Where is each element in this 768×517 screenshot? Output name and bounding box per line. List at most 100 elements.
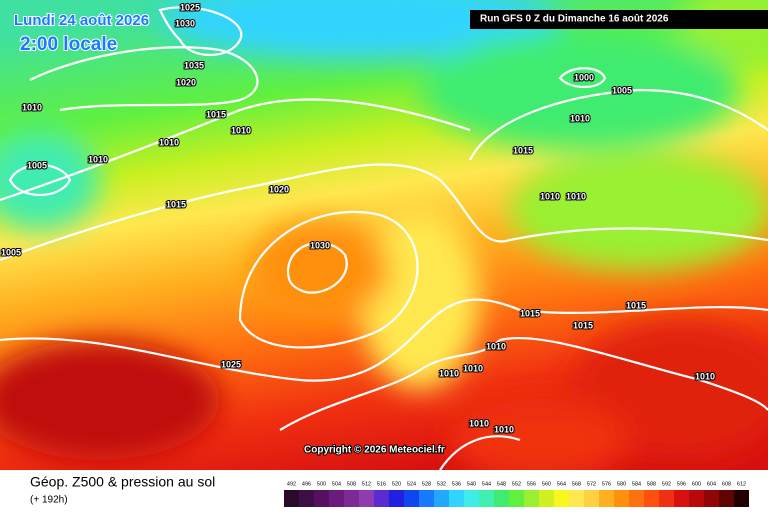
scale-label: 544	[482, 481, 491, 487]
isobar-label: 1010	[88, 154, 108, 164]
scale-swatch	[659, 490, 674, 507]
isobar-label: 1020	[176, 77, 196, 87]
scale-label: 536	[452, 481, 461, 487]
scale-swatch	[344, 490, 359, 507]
run-info: Run GFS 0 Z du Dimanche 16 août 2026	[480, 14, 669, 25]
scale-label: 612	[737, 481, 746, 487]
run-box	[470, 10, 768, 29]
scale-swatch	[734, 490, 749, 507]
scale-swatch	[524, 490, 539, 507]
scale-label: 548	[497, 481, 506, 487]
scale-label: 532	[437, 481, 446, 487]
isobar-label: 1010	[540, 191, 560, 201]
copyright: Copyright © 2026 Meteociel.fr	[304, 445, 445, 456]
isobar-label: 1010	[231, 125, 251, 135]
scale-label: 576	[602, 481, 611, 487]
scale-label: 512	[362, 481, 371, 487]
isobar-label: 1015	[626, 300, 646, 310]
scale-label: 596	[677, 481, 686, 487]
scale-swatch	[704, 490, 719, 507]
scale-swatch	[464, 490, 479, 507]
scale-swatch	[389, 490, 404, 507]
scale-swatch	[509, 490, 524, 507]
isobar-label: 1015	[573, 320, 593, 330]
footer-title: Géop. Z500 & pression au sol	[30, 474, 215, 490]
scale-swatch	[359, 490, 374, 507]
scale-swatch	[314, 490, 329, 507]
scale-swatch	[404, 490, 419, 507]
scale-label: 504	[332, 481, 341, 487]
scale-label: 580	[617, 481, 626, 487]
scale-label: 556	[527, 481, 536, 487]
scale-label: 584	[632, 481, 641, 487]
scale-label: 516	[377, 481, 386, 487]
scale-label: 560	[542, 481, 551, 487]
scale-swatch	[629, 490, 644, 507]
scale-swatch	[584, 490, 599, 507]
scale-swatch	[569, 490, 584, 507]
scale-swatch	[539, 490, 554, 507]
scale-label: 608	[722, 481, 731, 487]
scale-swatch	[374, 490, 389, 507]
isobar-label: 1000	[574, 72, 594, 82]
scale-label: 496	[302, 481, 311, 487]
isobar-label: 1010	[494, 424, 514, 434]
scale-swatch	[554, 490, 569, 507]
isobar-label: 1020	[269, 184, 289, 194]
scale-swatch	[614, 490, 629, 507]
scale-swatch	[329, 490, 344, 507]
scale-label: 564	[557, 481, 566, 487]
scale-swatch	[674, 490, 689, 507]
scale-swatch	[599, 490, 614, 507]
local-time: 2:00 locale	[20, 34, 117, 55]
scale-swatch	[284, 490, 299, 507]
isobar-label: 1015	[513, 145, 533, 155]
valid-time: Lundi 24 août 2026	[14, 12, 149, 29]
isobar-label: 1010	[695, 371, 715, 381]
scale-swatch	[689, 490, 704, 507]
scale-label: 600	[692, 481, 701, 487]
scale-label: 508	[347, 481, 356, 487]
isobar-label: 1035	[184, 60, 204, 70]
scale-label: 592	[662, 481, 671, 487]
isobar-label: 1005	[612, 85, 632, 95]
isobar-label: 1010	[566, 191, 586, 201]
scale-label: 604	[707, 481, 716, 487]
scale-label: 524	[407, 481, 416, 487]
scale-label: 492	[287, 481, 296, 487]
isobar-label: 1015	[166, 199, 186, 209]
color-scale: 492 496 500 504 508 512 516 520 524 528 532 536 540 5…	[284, 481, 749, 507]
scale-label: 500	[317, 481, 326, 487]
isobar-labels: 1025 1030 1035 1020 1010 1015 1010 1010 1010 1005…	[0, 1, 716, 435]
isobar-label: 1010	[570, 113, 590, 123]
scale-label: 528	[422, 481, 431, 487]
isobar-label: 1025	[221, 359, 241, 369]
isobar-label: 1010	[159, 137, 179, 147]
lead-time: (+ 192h)	[30, 495, 68, 506]
scale-swatch	[719, 490, 734, 507]
scale-swatch	[479, 490, 494, 507]
isobar-label: 1010	[469, 418, 489, 428]
scale-swatch	[299, 490, 314, 507]
isobar-label: 1010	[463, 363, 483, 373]
isobar-label: 1030	[175, 18, 195, 28]
scale-label: 552	[512, 481, 521, 487]
isobar-label: 1010	[486, 341, 506, 351]
scale-swatch	[434, 490, 449, 507]
scale-swatch	[449, 490, 464, 507]
isobar-label: 1025	[180, 2, 200, 12]
scale-swatch	[644, 490, 659, 507]
isobar-label: 1015	[206, 109, 226, 119]
scale-label: 568	[572, 481, 581, 487]
isobar-label: 1010	[439, 368, 459, 378]
isobar-label: 1005	[1, 247, 21, 257]
scale-label: 540	[467, 481, 476, 487]
isobar-label: 1005	[27, 160, 47, 170]
isobar-label: 1015	[520, 308, 540, 318]
scale-swatch	[419, 490, 434, 507]
scale-label: 572	[587, 481, 596, 487]
scale-swatch	[494, 490, 509, 507]
scale-label: 588	[647, 481, 656, 487]
isobar-label: 1010	[22, 102, 42, 112]
